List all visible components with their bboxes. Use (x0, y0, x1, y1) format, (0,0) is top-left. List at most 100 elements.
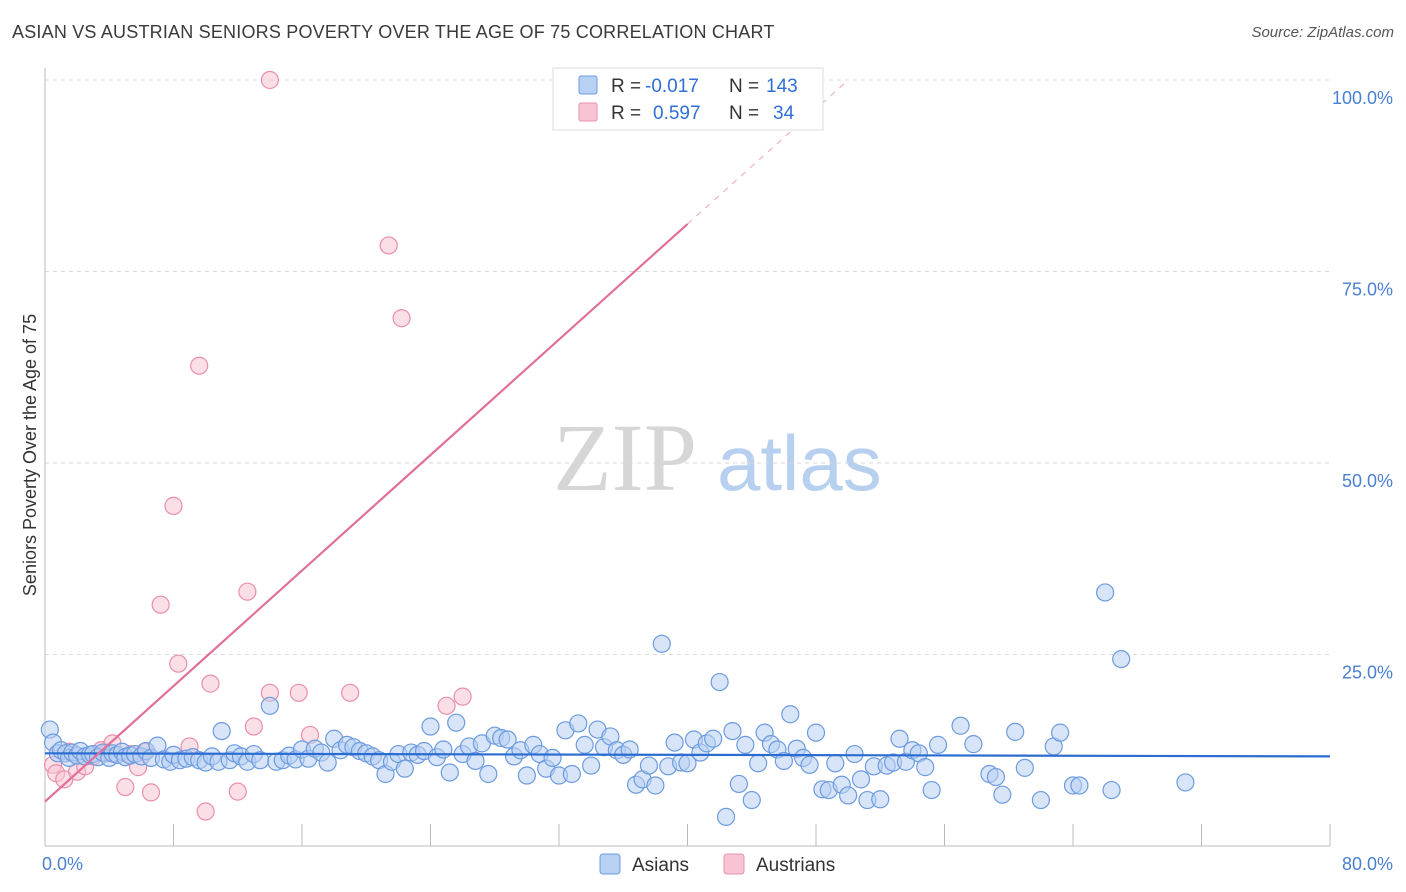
y-tick-label: 25.0% (1342, 663, 1393, 683)
correlation-legend: R = -0.017 N = 143 R = 0.597 N = 34 (552, 67, 824, 131)
austrian-point (116, 777, 135, 797)
x-tick-label-min: 0.0% (42, 854, 83, 874)
asian-point (562, 764, 581, 784)
austrian-point (190, 356, 209, 375)
austrian-point (196, 802, 215, 821)
asian-point (434, 740, 453, 759)
asian-point (806, 723, 826, 742)
asian-point (569, 714, 588, 733)
austrian-point (201, 674, 220, 693)
austrian-point (341, 683, 360, 702)
asian-point (736, 735, 755, 754)
asian-point (543, 748, 562, 768)
austrians-trend-line (44, 223, 689, 803)
asian-point (1006, 722, 1025, 741)
asian-point (993, 785, 1012, 804)
legend-n-label-asians: N = (729, 76, 759, 97)
asian-point (447, 713, 466, 732)
legend-swatch-asians (578, 75, 598, 95)
asian-point (839, 786, 858, 805)
y-tick-label: 50.0% (1342, 471, 1393, 491)
x-tick-label-max: 80.0% (1342, 854, 1393, 874)
asian-point (742, 790, 761, 810)
asian-point (826, 754, 845, 773)
asian-point (665, 733, 684, 752)
source-label: Source: ZipAtlas.com (1251, 24, 1394, 41)
asian-point (1102, 780, 1121, 800)
asian-point (729, 774, 749, 794)
austrian-point (228, 782, 247, 801)
austrian-point (238, 582, 257, 601)
asian-point (951, 716, 970, 735)
trend-lines (44, 79, 1331, 803)
asian-point (1015, 758, 1034, 777)
austrian-point (379, 236, 398, 255)
legend-n-label-austrians: N = (729, 103, 759, 124)
legend-n-value-asians: 143 (766, 76, 798, 97)
asian-point (1176, 773, 1195, 792)
asian-point (479, 764, 498, 784)
asian-point (1070, 776, 1089, 795)
asian-point (716, 807, 736, 826)
asian-point (652, 634, 671, 653)
austrian-point (164, 496, 183, 515)
austrian-point (141, 783, 161, 802)
asian-point (575, 735, 594, 754)
legend-r-label-asians: R = (611, 76, 641, 97)
y-axis-label: Seniors Poverty Over the Age of 75 (20, 314, 40, 596)
asian-point (774, 751, 793, 771)
asian-point (318, 753, 337, 772)
asian-point (582, 756, 601, 775)
asian-point (964, 735, 983, 754)
austrian-point (244, 717, 263, 736)
asian-point (466, 751, 485, 771)
asian-point (916, 758, 935, 777)
asian-point (851, 770, 871, 789)
grid-lines (45, 79, 1330, 655)
asian-point (922, 780, 941, 800)
austrian-point (260, 70, 279, 90)
asian-point (890, 729, 909, 748)
asian-point (710, 672, 729, 692)
austrian-point (392, 309, 411, 328)
austrian-point (169, 654, 188, 673)
y-tick-label: 75.0% (1342, 280, 1393, 300)
asian-point (986, 767, 1006, 787)
asian-point (421, 717, 440, 736)
legend-label-austrians: Austrians (756, 855, 835, 876)
austrian-point (437, 696, 456, 715)
austrian-point (453, 687, 472, 706)
legend-swatch-austrians-bottom (723, 853, 745, 875)
asian-point (260, 696, 279, 715)
asians-points (40, 583, 1195, 826)
asian-point (781, 705, 800, 724)
legend-swatch-asians-bottom (599, 853, 621, 875)
series-legend: Asians Austrians (599, 853, 835, 876)
legend-swatch-austrians (578, 102, 598, 122)
austrian-point (289, 683, 308, 702)
legend-r-label-austrians: R = (611, 103, 641, 124)
legend-label-asians: Asians (632, 855, 689, 876)
asian-point (749, 754, 768, 773)
austrians-points (43, 70, 472, 821)
asian-point (1051, 723, 1070, 742)
asian-point (723, 721, 742, 741)
axes (44, 68, 1331, 847)
y-tick-label: 100.0% (1332, 88, 1393, 108)
chart-title: ASIAN VS AUSTRIAN SENIORS POVERTY OVER T… (12, 22, 775, 42)
watermark-zip: ZIP (553, 404, 697, 511)
asian-point (845, 744, 864, 764)
asian-point (646, 776, 665, 795)
tick-labels: 100.0% 75.0% 50.0% 25.0% 0.0% 80.0% (42, 88, 1393, 874)
legend-r-value-asians: -0.017 (645, 76, 699, 97)
asian-point (800, 755, 819, 774)
asian-point (871, 790, 890, 809)
asian-point (1096, 583, 1115, 602)
austrian-point (151, 595, 170, 614)
legend-r-value-austrians: 0.597 (653, 103, 701, 124)
asian-point (928, 735, 948, 754)
legend-box (552, 67, 824, 131)
asian-point (639, 756, 659, 775)
asian-point (704, 729, 723, 748)
